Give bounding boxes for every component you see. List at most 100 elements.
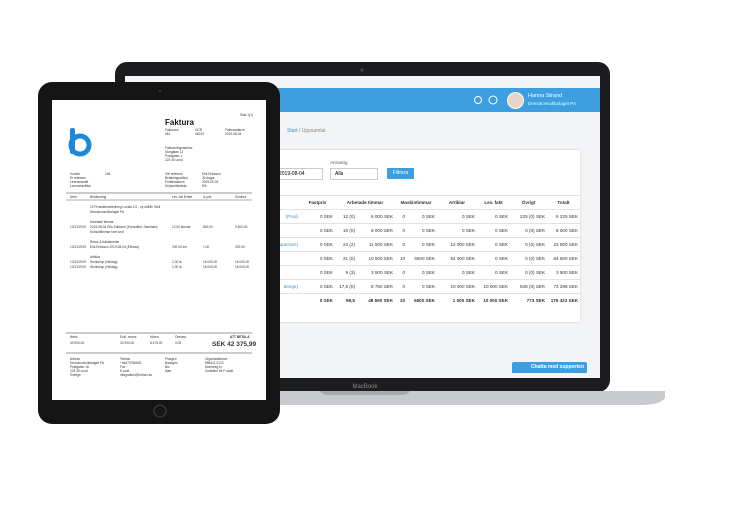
- cell: 8 000 SEK: [357, 223, 396, 238]
- cell: 0 SEK: [477, 209, 511, 224]
- item-cell: Resor & traktamente: [90, 240, 120, 244]
- cell: 548 (0) SEK: [510, 279, 548, 294]
- total-cell: 0 SEK: [300, 293, 335, 307]
- total-cell: 1 000 SEK: [437, 293, 478, 307]
- info-value: 146: [105, 172, 111, 176]
- item-cell: 16 000,00: [235, 260, 250, 264]
- total-label: Netto: [70, 335, 78, 339]
- footer-line: Adress: [70, 357, 80, 361]
- cell: 12 (0): [335, 209, 357, 224]
- item-cell: 2019-08-04 Erik Eriksson (Konsulttid, St…: [90, 225, 158, 229]
- cell: 0 SEK: [437, 209, 478, 224]
- item-cell: 13/12/2019: [70, 245, 86, 249]
- cell: 0 (0) SEK: [510, 223, 548, 238]
- cell: 0 (0) SEK: [510, 237, 548, 252]
- help-icon[interactable]: [488, 95, 498, 105]
- breadcrumb-current: Uppsamlat: [301, 128, 326, 134]
- brand: MacBook: [352, 384, 378, 390]
- cell: 6500 SEK: [407, 251, 438, 266]
- info-label: Förfallodatum: [165, 180, 185, 184]
- invoice-title: Faktura: [165, 118, 194, 127]
- info-label: Betalningsvillkor: [165, 176, 189, 180]
- user-name[interactable]: Hanna Strand: [528, 93, 562, 99]
- camera: [360, 68, 364, 72]
- cell: 0 SEK: [407, 223, 438, 238]
- cell: 0 SEK: [477, 237, 511, 252]
- footer-line: Bic: [165, 365, 170, 369]
- column-header: Benämning: [90, 195, 107, 199]
- cell: 0 SEK: [477, 223, 511, 238]
- total-value: 0,00: [175, 341, 182, 345]
- footer-line: Sverige: [70, 373, 81, 377]
- cell: 16 (0): [335, 223, 357, 238]
- page-number: Sida 1(1): [240, 113, 253, 117]
- item-cell: Arbetade timmar: [90, 220, 114, 224]
- info-label: Kundnr: [70, 172, 81, 176]
- filter-select[interactable]: Alla: [330, 168, 378, 180]
- footer-line: Telefon: [120, 357, 131, 361]
- header-cell: Lev. fakt: [477, 195, 511, 210]
- cell: 73 298 SEK: [547, 279, 581, 294]
- cell: 0: [395, 265, 408, 280]
- cell: 0 SEK: [407, 279, 438, 294]
- field-label: Fakturanr: [165, 128, 179, 132]
- header-cell: Fastpris: [300, 195, 335, 210]
- total-label: ATT BETALA: [230, 335, 250, 339]
- cell: 0 SEK: [407, 265, 438, 280]
- item-cell: Artiklar: [90, 255, 100, 259]
- info-value: 2019-09-03: [202, 180, 219, 184]
- header-icons: [474, 95, 498, 105]
- cell: 10 000 SEK: [437, 279, 478, 294]
- breadcrumb-link[interactable]: Start: [287, 128, 298, 134]
- footer-line: Plusgiro: [165, 357, 177, 361]
- cell: 225 (0) SEK: [510, 209, 548, 224]
- address-line: Storgatan 12: [165, 150, 184, 154]
- logo: [68, 128, 92, 157]
- footer-line: Fax: [120, 365, 126, 369]
- filter-button[interactable]: Filtrera: [387, 168, 414, 179]
- settings-icon[interactable]: [474, 96, 482, 104]
- footer-line: Organisationsnr: [205, 357, 228, 361]
- cell: 0 SEK: [437, 265, 478, 280]
- cell: 0: [395, 237, 408, 252]
- chat-button[interactable]: Chatta med supporten: [512, 362, 587, 373]
- footer-line: Bankgiro: [165, 361, 178, 365]
- total-cell: 10: [395, 293, 408, 307]
- total-value: 33 900,00: [120, 341, 135, 345]
- item-cell: 1,00: [203, 245, 210, 249]
- table-row: sparnam) 0 SEK 23 (2) 11 500 SEK 0 0 SEK 12 00…: [230, 237, 581, 252]
- table-body: (Pool) 0 SEK 12 (0) 6 000 SEK 0 0 SEK 0 SEK 0 S…: [230, 209, 581, 307]
- item-cell: Konsulttimmar fore lund: [90, 230, 124, 234]
- cell: 3 900 SEK: [357, 265, 396, 280]
- cell: 0: [395, 279, 408, 294]
- info-label: Er referens: [70, 176, 86, 180]
- info-value: 30 dagar: [202, 176, 215, 180]
- cell: 10 500 SEK: [357, 251, 396, 266]
- home-button: [153, 404, 167, 418]
- table-row: 0 SEK 21 (0) 10 500 SEK 10 6500 SEK 54 000 SE…: [230, 251, 581, 266]
- breadcrumb: Start / Uppsamlat: [287, 128, 326, 134]
- cell: 9 (3): [335, 265, 357, 280]
- footer-line: E-post: [120, 369, 130, 373]
- item-cell: Demokonsultbolaget PA: [90, 210, 124, 214]
- footer-line: Godkänd för F-skatt: [205, 369, 234, 373]
- total-cell: 6500 SEK: [407, 293, 438, 307]
- total-label: Öresavr.: [175, 335, 188, 339]
- info-value: 8%: [202, 184, 207, 188]
- info-label: Leveransvillkor: [70, 184, 92, 188]
- field-value: 461: [165, 132, 171, 136]
- total-cell: 773 SEK: [510, 293, 548, 307]
- cell: 0: [395, 209, 408, 224]
- total-cell: 98,5: [335, 293, 357, 307]
- avatar[interactable]: [507, 92, 524, 109]
- total-value: SEK 42 375,99: [212, 341, 257, 348]
- footer-line: +46470786600: [120, 361, 142, 365]
- cell: 10: [395, 251, 408, 266]
- cell: 0 SEK: [300, 209, 335, 224]
- footer-line: Iban: [165, 369, 172, 373]
- info-label: Leveranssätt: [70, 180, 89, 184]
- header-cell: Totalt: [547, 195, 581, 210]
- total-label: Exkl. moms: [120, 335, 137, 339]
